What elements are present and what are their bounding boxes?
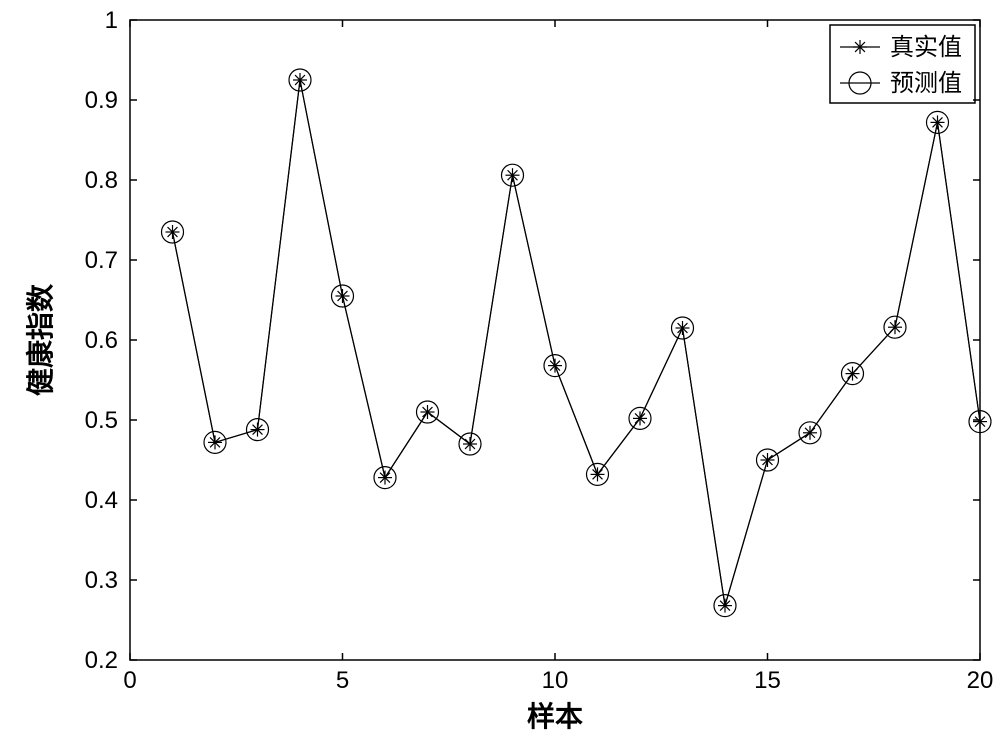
plot-border: [130, 20, 980, 660]
series-line-0: [173, 80, 981, 606]
y-tick-label: 0.6: [85, 327, 118, 354]
chart-container: 0 5 10 15 20 0.2 0.3 0.4 0.5 0.6 0.7 0.8 0.9 1 样本 健康指数 真…: [0, 0, 1000, 742]
y-tick-label: 0.8: [85, 167, 118, 194]
x-tick-label: 15: [754, 667, 781, 694]
y-tick-label: 0.7: [85, 247, 118, 274]
y-tick-label: 0.4: [85, 487, 118, 514]
legend-label: 真实值: [890, 34, 962, 61]
chart-svg: 0 5 10 15 20 0.2 0.3 0.4 0.5 0.6 0.7 0.8 0.9 1 样本 健康指数 真…: [0, 0, 1000, 742]
x-tick-label: 10: [542, 667, 569, 694]
x-tick-label: 0: [123, 667, 136, 694]
y-tick-label: 0.3: [85, 567, 118, 594]
y-tick-label: 1: [105, 7, 118, 34]
marker-asterisk: [853, 40, 867, 54]
legend-label: 预测值: [890, 70, 962, 97]
y-tick-label: 0.5: [85, 407, 118, 434]
series-line-1: [173, 80, 981, 606]
x-tick-label: 5: [336, 667, 349, 694]
y-axis-label: 健康指数: [24, 283, 56, 396]
x-axis-label: 样本: [527, 700, 583, 732]
x-tick-label: 20: [967, 667, 994, 694]
y-tick-label: 0.9: [85, 87, 118, 114]
y-tick-label: 0.2: [85, 647, 118, 674]
